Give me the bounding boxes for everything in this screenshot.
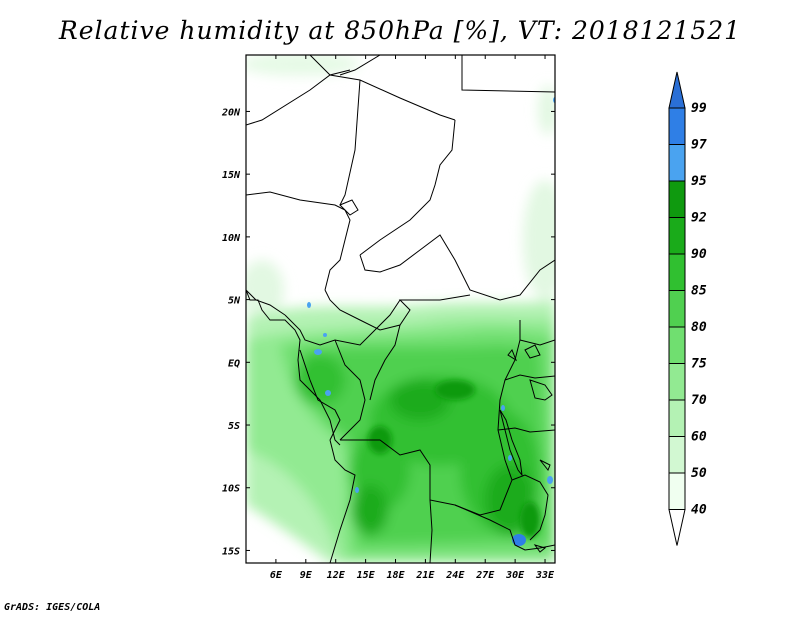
lon-tick-label: 6E (270, 570, 283, 581)
colorbar-label: 75 (691, 357, 707, 372)
colorbar-segment (668, 472, 686, 510)
lon-tick-label: 18E (386, 570, 405, 581)
colorbar-label: 99 (691, 101, 707, 116)
colorbar-segment (668, 217, 686, 255)
credit-label: GrADS: IGES/COLA (4, 602, 101, 613)
colorbar-label: 40 (691, 503, 707, 518)
lat-tick-label: 10N (222, 233, 241, 244)
colorbar-label: 70 (691, 393, 707, 408)
colorbar-segment (668, 290, 686, 328)
lon-tick-label: 9E (300, 570, 313, 581)
colorbar-label: 50 (691, 466, 707, 481)
lat-tick-label: 5N (228, 296, 241, 307)
colorbar-segment (668, 144, 686, 182)
colorbar-bottom-arrow (668, 509, 686, 546)
latitude-axis: 20N 15N 10N 5N EQ 5S 10S 15S (221, 107, 555, 557)
humidity-field (246, 55, 555, 563)
colorbar-label: 80 (691, 320, 707, 335)
colorbar-top-arrow (668, 71, 686, 109)
lon-tick-label: 27E (475, 570, 495, 581)
lon-tick-label: 33E (535, 570, 555, 581)
colorbar-segment (668, 436, 686, 474)
colorbar-segment (668, 107, 686, 145)
colorbar-label: 92 (691, 211, 707, 226)
map-title: Relative humidity at 850hPa [%], VT: 201… (58, 16, 742, 45)
colorbar-label: 95 (691, 174, 707, 189)
lon-tick-label: 12E (327, 570, 346, 581)
colorbar: 99 97 95 92 90 85 80 75 70 60 50 40 (668, 71, 707, 546)
colorbar-label: 90 (691, 247, 707, 262)
colorbar-segment (668, 363, 686, 401)
plot-frame (245, 54, 556, 564)
lon-tick-label: 24E (445, 570, 465, 581)
colorbar-segment (668, 253, 686, 291)
lat-tick-label: 15N (222, 170, 241, 181)
lat-tick-label: 10S (222, 484, 240, 495)
colorbar-label: 97 (691, 138, 707, 153)
lat-tick-label: EQ (228, 358, 240, 369)
lon-tick-label: 21E (415, 570, 435, 581)
colorbar-label: 60 (691, 430, 707, 445)
lat-tick-label: 15S (222, 546, 240, 557)
colorbar-label: 85 (691, 284, 707, 299)
lon-tick-label: 15E (357, 570, 376, 581)
country-borders (246, 55, 555, 563)
colorbar-segment (668, 326, 686, 364)
lat-tick-label: 5S (228, 421, 240, 432)
colorbar-segment (668, 399, 686, 437)
lon-tick-label: 30E (505, 570, 525, 581)
lat-tick-label: 20N (221, 107, 241, 118)
longitude-axis: 6E 9E 12E 15E 18E 21E 24E 27E 30E 33E (270, 55, 555, 581)
colorbar-segment (668, 180, 686, 218)
